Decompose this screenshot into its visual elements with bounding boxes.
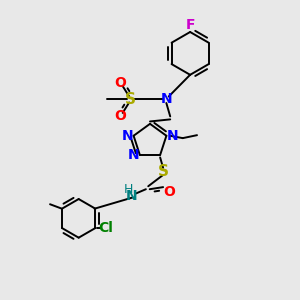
- Text: S: S: [158, 164, 169, 179]
- Text: Cl: Cl: [98, 221, 113, 235]
- Text: S: S: [125, 92, 136, 107]
- Text: N: N: [160, 92, 172, 106]
- Text: O: O: [114, 76, 126, 90]
- Text: N: N: [125, 189, 137, 203]
- Text: N: N: [121, 129, 133, 143]
- Text: O: O: [164, 184, 176, 199]
- Text: H: H: [124, 183, 134, 196]
- Text: N: N: [167, 129, 179, 143]
- Text: N: N: [128, 148, 139, 162]
- Text: F: F: [185, 19, 195, 32]
- Text: O: O: [114, 109, 126, 123]
